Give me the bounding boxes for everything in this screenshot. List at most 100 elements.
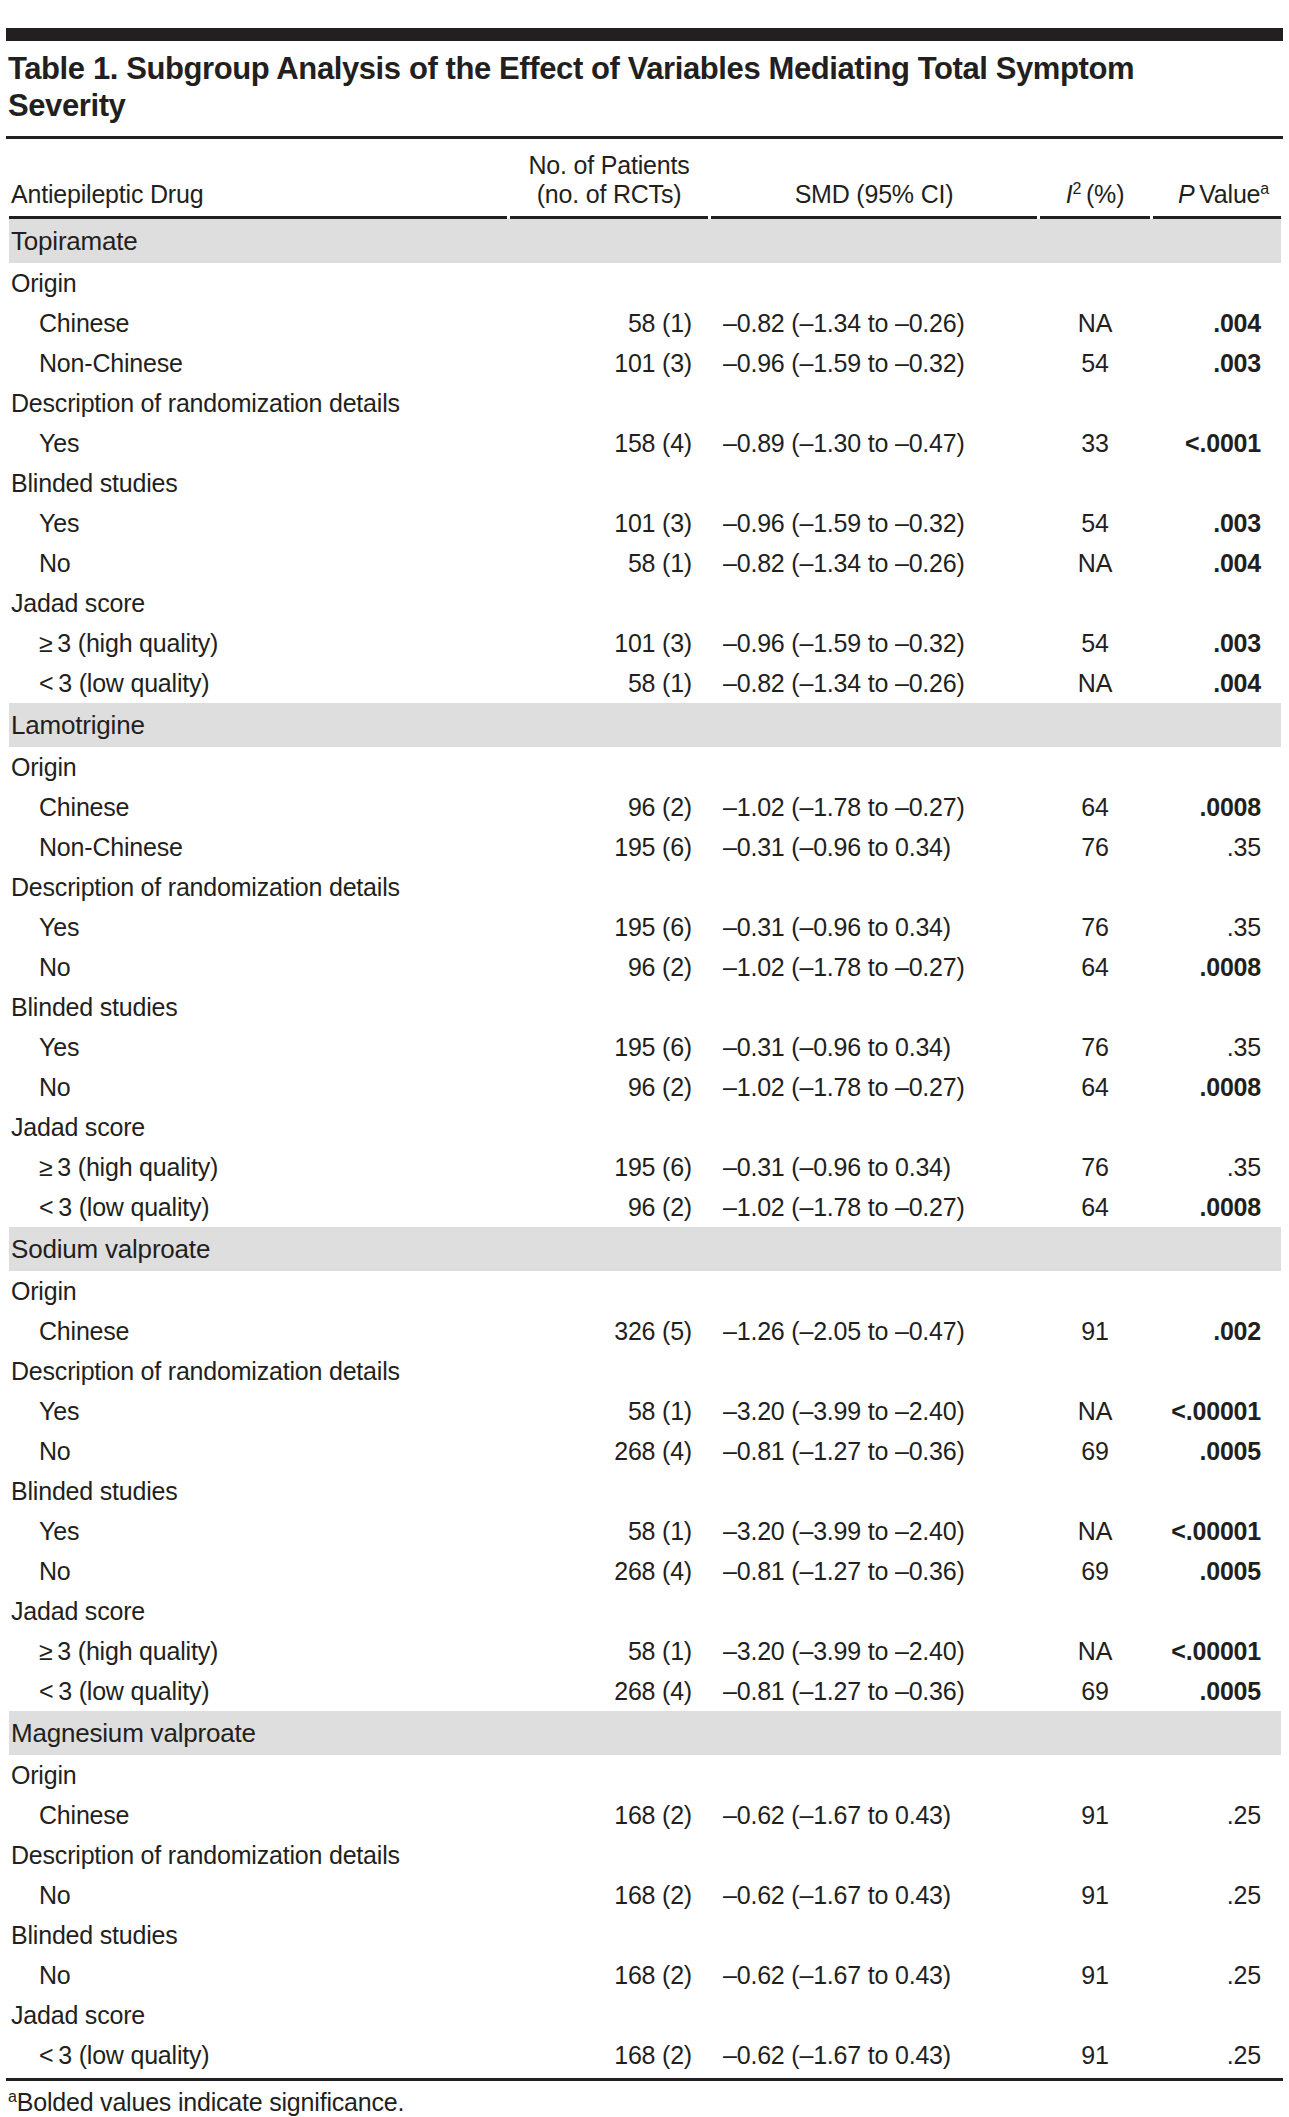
patients-cell: 101 (3): [510, 503, 708, 543]
row-label: No: [9, 1067, 507, 1107]
top-rule: [6, 28, 1283, 41]
i2-cell: NA: [1040, 303, 1150, 343]
data-row: No168 (2)–0.62 (–1.67 to 0.43)91.25: [9, 1875, 1281, 1915]
pvalue-cell: .35: [1153, 827, 1281, 867]
row-label: Chinese: [9, 1795, 507, 1835]
smd-cell: –0.81 (–1.27 to –0.36): [711, 1431, 1037, 1471]
column-header-drug-label: Antiepileptic Drug: [11, 180, 203, 208]
i2-cell: 69: [1040, 1671, 1150, 1711]
significance-footnote-text: Bolded values indicate significance.: [17, 2088, 405, 2116]
pvalue-cell: .002: [1153, 1311, 1281, 1351]
smd-cell: –0.31 (–0.96 to 0.34): [711, 827, 1037, 867]
subgroup-label: Description of randomization details: [9, 1351, 507, 1391]
patients-cell: [510, 1755, 708, 1795]
pvalue-cell: .25: [1153, 2035, 1281, 2075]
row-label: Yes: [9, 1027, 507, 1067]
row-label: Non-Chinese: [9, 827, 507, 867]
data-row: Yes101 (3)–0.96 (–1.59 to –0.32)54.003: [9, 503, 1281, 543]
patients-cell: 168 (2): [510, 2035, 708, 2075]
header-row: Antiepileptic Drug No. of Patients (no. …: [9, 139, 1281, 219]
smd-cell: [711, 1591, 1037, 1631]
pvalue-cell: .35: [1153, 907, 1281, 947]
pvalue-cell: <.00001: [1153, 1631, 1281, 1671]
patients-cell: 101 (3): [510, 623, 708, 663]
subgroup-label: Blinded studies: [9, 1915, 507, 1955]
subgroup-label: Origin: [9, 1755, 507, 1795]
patients-cell: 268 (4): [510, 1551, 708, 1591]
row-label: ≥ 3 (high quality): [9, 623, 507, 663]
row-label: Chinese: [9, 1311, 507, 1351]
pvalue-cell: .0008: [1153, 1067, 1281, 1107]
pvalue-cell: [1153, 867, 1281, 907]
column-header-i2: I2 (%): [1040, 139, 1150, 219]
pvalue-cell: [1153, 1915, 1281, 1955]
data-row: Chinese96 (2)–1.02 (–1.78 to –0.27)64.00…: [9, 787, 1281, 827]
paper-table-page: Table 1. Subgroup Analysis of the Effect…: [0, 0, 1289, 2117]
column-header-patients-line2: (no. of RCTs): [510, 180, 708, 209]
smd-cell: [711, 747, 1037, 787]
pvalue-cell: [1153, 1755, 1281, 1795]
data-row: < 3 (low quality)168 (2)–0.62 (–1.67 to …: [9, 2035, 1281, 2075]
pvalue-cell: .003: [1153, 623, 1281, 663]
pvalue-cell: [1153, 583, 1281, 623]
smd-cell: [711, 1915, 1037, 1955]
pvalue-cell: [1153, 463, 1281, 503]
drug-name: Lamotrigine: [9, 703, 1281, 747]
column-header-smd-label: SMD (95% CI): [795, 180, 954, 208]
pvalue-cell: <.0001: [1153, 423, 1281, 463]
smd-cell: –0.62 (–1.67 to 0.43): [711, 1795, 1037, 1835]
data-row: Non-Chinese101 (3)–0.96 (–1.59 to –0.32)…: [9, 343, 1281, 383]
data-row: Yes195 (6)–0.31 (–0.96 to 0.34)76.35: [9, 907, 1281, 947]
subgroup-label: Jadad score: [9, 1995, 507, 2035]
pvalue-cell: [1153, 987, 1281, 1027]
smd-cell: –3.20 (–3.99 to –2.40): [711, 1511, 1037, 1551]
row-label: Yes: [9, 907, 507, 947]
pvalue-cell: .25: [1153, 1955, 1281, 1995]
pvalue-cell: .003: [1153, 343, 1281, 383]
subgroup-header-row: Jadad score: [9, 583, 1281, 623]
i2-cell: 91: [1040, 1795, 1150, 1835]
footnotes: aBolded values indicate significance. Ab…: [8, 2086, 1283, 2117]
patients-cell: [510, 1591, 708, 1631]
subgroup-header-row: Blinded studies: [9, 1915, 1281, 1955]
patients-cell: [510, 1471, 708, 1511]
i2-cell: [1040, 1915, 1150, 1955]
pvalue-cell: .0005: [1153, 1431, 1281, 1471]
subgroup-header-row: Blinded studies: [9, 987, 1281, 1027]
subgroup-header-row: Description of randomization details: [9, 383, 1281, 423]
subgroup-header-row: Origin: [9, 747, 1281, 787]
smd-cell: –1.02 (–1.78 to –0.27): [711, 787, 1037, 827]
patients-cell: 195 (6): [510, 907, 708, 947]
subgroup-analysis-table: Antiepileptic Drug No. of Patients (no. …: [6, 139, 1284, 2075]
p-value-word: Value: [1194, 180, 1260, 208]
i2-cell: 69: [1040, 1431, 1150, 1471]
column-header-patients-line1: No. of Patients: [510, 151, 708, 180]
smd-cell: [711, 867, 1037, 907]
i2-cell: [1040, 383, 1150, 423]
patients-cell: [510, 1271, 708, 1311]
smd-cell: –0.62 (–1.67 to 0.43): [711, 1875, 1037, 1915]
drug-name: Sodium valproate: [9, 1227, 1281, 1271]
i2-cell: NA: [1040, 543, 1150, 583]
subgroup-label: Jadad score: [9, 1591, 507, 1631]
significance-footnote: aBolded values indicate significance.: [8, 2086, 1283, 2117]
drug-section-row: Sodium valproate: [9, 1227, 1281, 1271]
pvalue-cell: .0005: [1153, 1551, 1281, 1591]
smd-cell: –3.20 (–3.99 to –2.40): [711, 1631, 1037, 1671]
smd-cell: [711, 583, 1037, 623]
column-header-smd: SMD (95% CI): [711, 139, 1037, 219]
significance-footnote-marker: a: [8, 2088, 17, 2105]
pvalue-cell: <.00001: [1153, 1511, 1281, 1551]
i2-cell: [1040, 1835, 1150, 1875]
smd-cell: [711, 1755, 1037, 1795]
patients-cell: [510, 1835, 708, 1875]
i2-cell: 76: [1040, 827, 1150, 867]
subgroup-label: Jadad score: [9, 1107, 507, 1147]
data-row: No168 (2)–0.62 (–1.67 to 0.43)91.25: [9, 1955, 1281, 1995]
patients-cell: 168 (2): [510, 1955, 708, 1995]
i2-cell: 54: [1040, 343, 1150, 383]
column-header-patients: No. of Patients (no. of RCTs): [510, 139, 708, 219]
row-label: Yes: [9, 1511, 507, 1551]
table-title: Table 1. Subgroup Analysis of the Effect…: [8, 50, 1253, 124]
smd-cell: –0.89 (–1.30 to –0.47): [711, 423, 1037, 463]
